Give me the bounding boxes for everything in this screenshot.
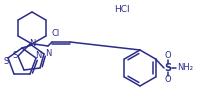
Text: N: N: [45, 48, 51, 57]
Text: Cl: Cl: [52, 29, 60, 38]
Text: NH₂: NH₂: [177, 64, 193, 73]
Text: S: S: [165, 63, 172, 73]
Text: O: O: [165, 52, 171, 60]
Text: O: O: [165, 76, 171, 85]
Text: S: S: [12, 52, 18, 60]
Text: N: N: [35, 50, 41, 59]
Text: HCl: HCl: [114, 5, 130, 14]
Text: N: N: [29, 39, 35, 48]
Text: S: S: [3, 56, 9, 66]
